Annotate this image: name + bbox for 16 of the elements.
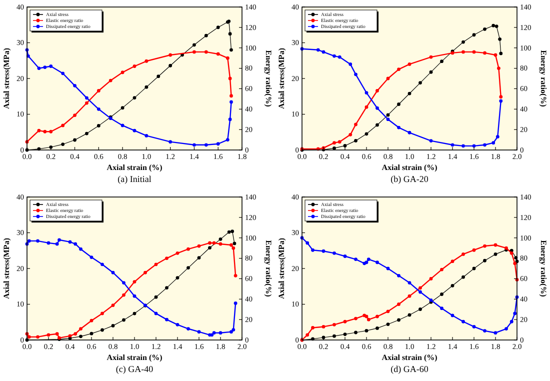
text: (d) GA-60 bbox=[390, 364, 429, 374]
y-axis-title: Axial stress(MPa) bbox=[2, 48, 11, 109]
x-axis-title: Axial strain (%) bbox=[382, 163, 438, 172]
text: (c) GA-40 bbox=[116, 364, 154, 374]
x-axis-title: Axial strain (%) bbox=[382, 353, 438, 362]
y2-axis-title: Energy ratio(%) bbox=[264, 240, 273, 298]
y2-axis-title: Energy ratio(%) bbox=[264, 50, 273, 108]
x-axis-title: Axial strain (%) bbox=[106, 163, 163, 172]
x-axis-title: Axial strain (%) bbox=[106, 353, 163, 362]
y2-axis-title: Energy ratio(%) bbox=[539, 240, 548, 298]
y-axis-title: Axial stress(MPa) bbox=[2, 238, 11, 299]
text: (b) GA-20 bbox=[390, 174, 429, 184]
y-axis-title: Axial stress(MPa) bbox=[277, 48, 286, 109]
y2-axis-title: Energy ratio(%) bbox=[539, 50, 548, 108]
y-axis-title: Axial stress(MPa) bbox=[277, 238, 286, 299]
text: (a) Initial bbox=[118, 174, 152, 184]
